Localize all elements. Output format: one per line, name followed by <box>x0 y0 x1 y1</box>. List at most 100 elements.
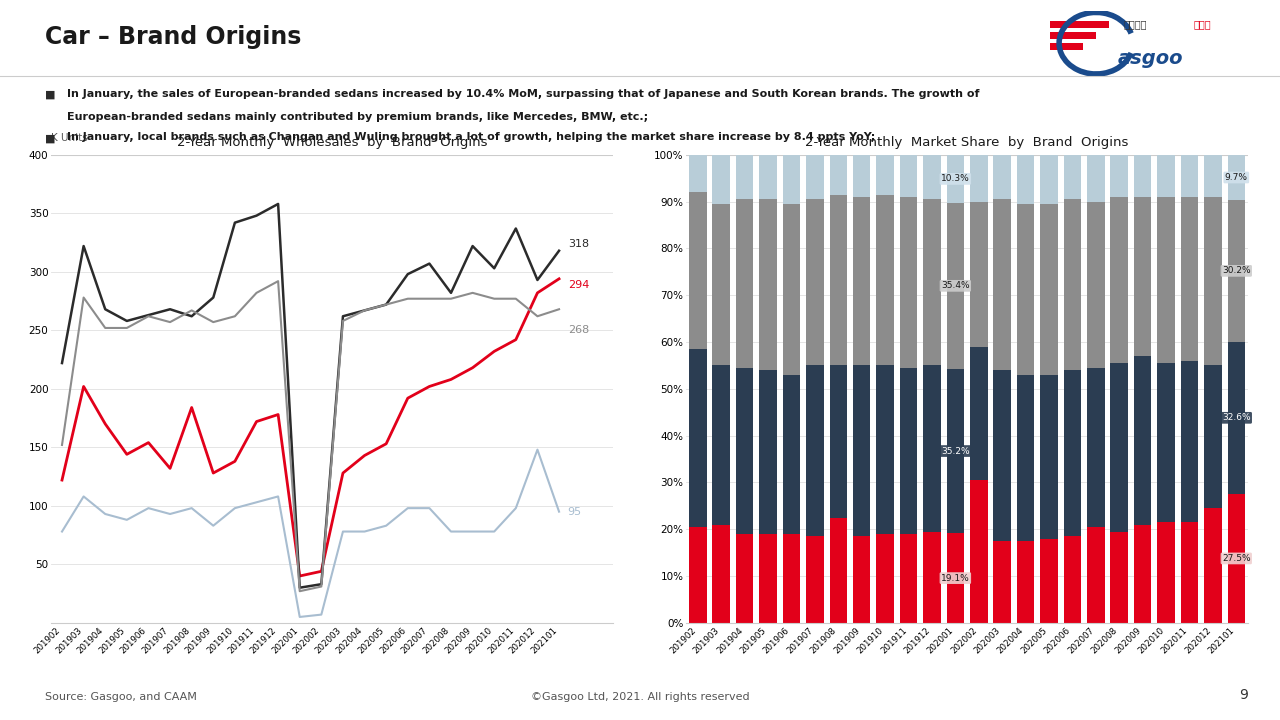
Bar <box>900 534 918 623</box>
Bar <box>759 155 777 199</box>
Bar <box>852 365 870 536</box>
Bar <box>759 199 777 370</box>
Text: ■: ■ <box>45 133 55 143</box>
Bar <box>1134 197 1152 356</box>
Bar <box>993 199 1011 370</box>
Bar <box>877 365 893 534</box>
Bar <box>1087 368 1105 527</box>
Bar <box>900 197 918 368</box>
Bar <box>970 202 988 346</box>
Text: 35.2%: 35.2% <box>941 446 970 456</box>
Bar <box>806 365 823 536</box>
Bar <box>713 365 730 524</box>
Bar <box>1204 197 1221 365</box>
Bar <box>1180 155 1198 197</box>
Bar <box>1087 155 1105 202</box>
Bar <box>829 155 847 194</box>
Bar <box>1016 541 1034 623</box>
Bar <box>923 199 941 365</box>
Bar <box>923 365 941 531</box>
Bar <box>1180 361 1198 522</box>
Bar <box>1016 155 1034 204</box>
Bar <box>689 155 707 192</box>
Bar <box>877 194 893 365</box>
Bar <box>900 368 918 534</box>
Bar <box>829 365 847 518</box>
Bar <box>993 370 1011 541</box>
Bar <box>947 203 964 369</box>
Bar <box>1228 155 1245 200</box>
Bar <box>1111 531 1128 623</box>
Bar <box>970 480 988 623</box>
Bar <box>1087 527 1105 623</box>
Text: 19.1%: 19.1% <box>941 574 970 582</box>
Text: 30.2%: 30.2% <box>1222 266 1251 275</box>
Bar <box>947 534 964 623</box>
Bar <box>713 524 730 623</box>
Bar <box>1111 363 1128 531</box>
Bar <box>713 204 730 365</box>
Bar <box>947 369 964 534</box>
Bar <box>900 155 918 197</box>
Bar <box>829 518 847 623</box>
Bar <box>782 534 800 623</box>
Bar <box>689 349 707 527</box>
Text: 盖世汽车: 盖世汽车 <box>1124 19 1147 29</box>
Text: Source: Gasgoo, and CAAM: Source: Gasgoo, and CAAM <box>45 692 197 702</box>
Bar <box>852 536 870 623</box>
Text: asgoo: asgoo <box>1117 48 1183 68</box>
Bar <box>1016 204 1034 374</box>
Bar <box>1180 522 1198 623</box>
Bar <box>782 374 800 534</box>
Bar <box>1087 202 1105 368</box>
Bar <box>1111 197 1128 363</box>
Bar <box>736 534 754 623</box>
Bar <box>782 204 800 374</box>
Text: 研究院: 研究院 <box>1193 19 1211 29</box>
Text: 95: 95 <box>568 507 582 517</box>
Bar <box>1111 155 1128 197</box>
Bar <box>877 155 893 194</box>
Bar <box>806 155 823 199</box>
Bar <box>806 536 823 623</box>
Text: ©Gasgoo Ltd, 2021. All rights reserved: ©Gasgoo Ltd, 2021. All rights reserved <box>531 692 749 702</box>
Bar <box>1157 197 1175 363</box>
Bar <box>923 531 941 623</box>
Bar <box>689 192 707 349</box>
Bar <box>1134 155 1152 197</box>
Bar <box>1228 200 1245 341</box>
Bar <box>1228 494 1245 623</box>
Text: 318: 318 <box>568 239 589 248</box>
Bar <box>1064 536 1082 623</box>
Title: 2-Year Monthly  Market Share  by  Brand  Origins: 2-Year Monthly Market Share by Brand Ori… <box>805 137 1129 150</box>
Bar <box>923 155 941 199</box>
Bar <box>1157 155 1175 197</box>
Text: In January, the sales of European-branded sedans increased by 10.4% MoM, surpass: In January, the sales of European-brande… <box>67 89 979 99</box>
Bar <box>806 199 823 365</box>
Bar <box>970 346 988 480</box>
Bar <box>1204 365 1221 508</box>
Text: 9: 9 <box>1239 688 1248 702</box>
Bar <box>852 197 870 365</box>
Bar <box>713 155 730 204</box>
Bar <box>689 527 707 623</box>
Bar <box>829 194 847 365</box>
Bar <box>1041 374 1057 539</box>
Bar <box>993 155 1011 199</box>
Bar <box>1180 197 1198 361</box>
Bar <box>736 199 754 368</box>
Text: European-branded sedans mainly contributed by premium brands, like Mercedes, BMW: European-branded sedans mainly contribut… <box>67 112 648 122</box>
Bar <box>1041 155 1057 204</box>
Bar <box>970 155 988 202</box>
Bar <box>1064 370 1082 536</box>
Text: 35.4%: 35.4% <box>941 282 970 290</box>
Bar <box>852 155 870 197</box>
Bar <box>1157 522 1175 623</box>
Text: 294: 294 <box>568 279 589 289</box>
Bar <box>736 155 754 199</box>
Bar <box>759 534 777 623</box>
Bar <box>877 534 893 623</box>
Bar <box>1228 341 1245 494</box>
Bar <box>1016 374 1034 541</box>
FancyBboxPatch shape <box>1050 43 1083 50</box>
